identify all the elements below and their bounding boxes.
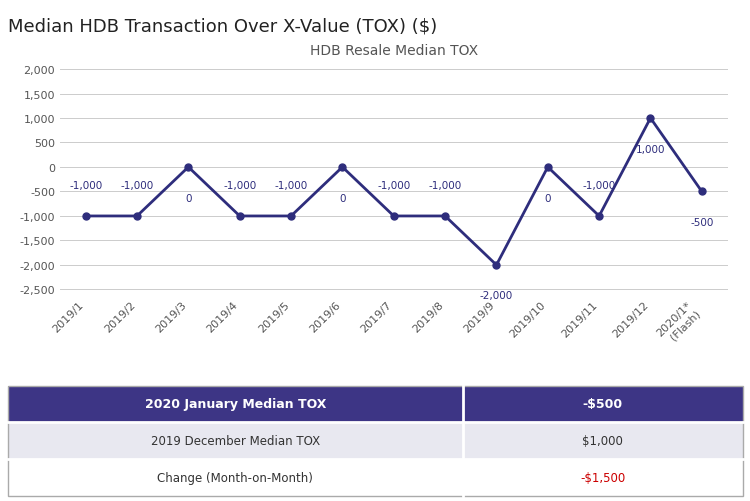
Bar (464, 459, 742, 496)
Bar (8, 386, 464, 422)
Text: 2020 January Median TOX: 2020 January Median TOX (145, 398, 326, 411)
Text: 1,000: 1,000 (636, 144, 665, 154)
Bar (8, 422, 464, 459)
Text: -2,000: -2,000 (480, 291, 513, 301)
Text: -1,000: -1,000 (274, 181, 308, 191)
Text: -1,000: -1,000 (583, 181, 616, 191)
Text: Median HDB Transaction Over X-Value (TOX) ($): Median HDB Transaction Over X-Value (TOX… (8, 18, 436, 36)
Text: -1,000: -1,000 (377, 181, 410, 191)
Text: $1,000: $1,000 (583, 434, 623, 447)
Text: 0: 0 (544, 193, 551, 203)
Title: HDB Resale Median TOX: HDB Resale Median TOX (310, 44, 478, 58)
Bar (464, 386, 742, 422)
Text: -$1,500: -$1,500 (580, 471, 626, 484)
Text: Change (Month-on-Month): Change (Month-on-Month) (158, 471, 314, 484)
Bar (464, 422, 742, 459)
Text: -1,000: -1,000 (121, 181, 154, 191)
Text: 0: 0 (185, 193, 191, 203)
Text: -1,000: -1,000 (223, 181, 256, 191)
Text: 2019 December Median TOX: 2019 December Median TOX (151, 434, 320, 447)
Text: 0: 0 (339, 193, 346, 203)
Bar (8, 459, 464, 496)
Text: -500: -500 (690, 217, 713, 227)
Text: -1,000: -1,000 (69, 181, 102, 191)
Text: -$500: -$500 (583, 398, 623, 411)
Text: -1,000: -1,000 (428, 181, 462, 191)
